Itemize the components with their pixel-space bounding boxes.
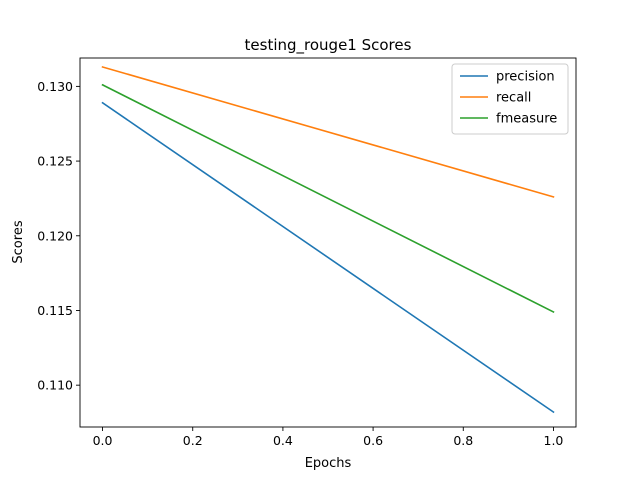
- series-line-recall: [101, 65, 555, 198]
- x-tick-label: 1.0: [544, 433, 564, 448]
- x-tick-label: 0.4: [273, 433, 293, 448]
- plot-area: 0.0 0.2 0.4 0.6 0.8 1.0 0.110 0.115 0.120 0.125 0.…: [37, 57, 577, 448]
- y-tick-label: 0.120: [37, 228, 73, 243]
- legend-label-recall: recall: [496, 91, 531, 106]
- x-tick-label: 0.0: [93, 433, 113, 448]
- legend-box: [451, 63, 569, 135]
- y-tick-label: 0.125: [37, 154, 73, 169]
- y-axis-label: Scores: [11, 220, 26, 263]
- axes-frame: [79, 57, 577, 428]
- legend: precision recall fmeasure: [451, 63, 569, 135]
- x-axis-label: Epochs: [305, 456, 352, 471]
- series-line-fmeasure: [101, 83, 555, 314]
- chart-title: testing_rouge1 Scores: [245, 36, 412, 55]
- x-tick-label: 0.2: [183, 433, 203, 448]
- x-tick-label: 0.6: [363, 433, 383, 448]
- x-tick-label: 0.8: [453, 433, 473, 448]
- y-tick-label: 0.130: [37, 79, 73, 94]
- legend-label-precision: precision: [496, 70, 555, 85]
- series-line-precision: [101, 101, 555, 414]
- legend-label-fmeasure: fmeasure: [496, 112, 557, 127]
- y-tick-label: 0.115: [37, 303, 73, 318]
- y-tick-label: 0.110: [37, 378, 73, 393]
